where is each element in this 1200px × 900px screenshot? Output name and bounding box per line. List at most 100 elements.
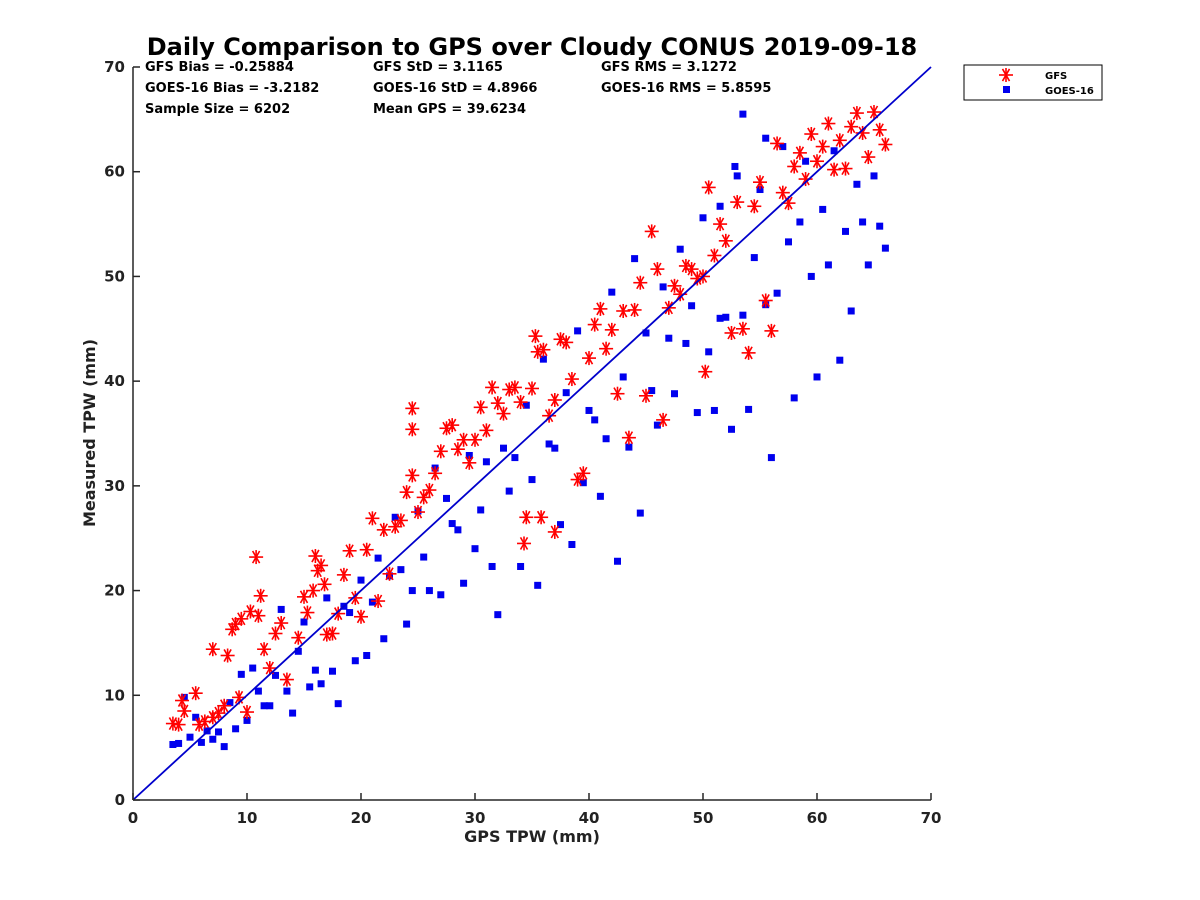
gfs-point <box>758 293 773 308</box>
goes-16-point <box>249 664 257 672</box>
gfs-point <box>667 278 682 293</box>
gfs-point <box>787 159 802 174</box>
goes-16-point <box>551 444 559 452</box>
goes-16-point <box>266 702 274 710</box>
goes-16-point <box>237 670 245 678</box>
goes-16-point <box>488 562 496 570</box>
gfs-point <box>433 444 448 459</box>
goes-16-point <box>733 172 741 180</box>
x-axis-label: GPS TPW (mm) <box>464 827 600 846</box>
goes-16-point <box>300 618 308 626</box>
goes-16-point <box>539 355 547 363</box>
goes-16-point <box>802 157 810 165</box>
goes-16-point <box>477 506 485 514</box>
gfs-point <box>542 408 557 423</box>
gfs-point <box>599 341 614 356</box>
gfs-point <box>525 381 539 396</box>
gfs-point <box>405 401 420 416</box>
goes-16-point <box>311 666 319 674</box>
goes-16-point <box>842 227 849 235</box>
gfs-point <box>639 388 653 403</box>
goes-16-point <box>819 205 827 213</box>
stat-goes-bias: GOES-16 Bias = -3.2182 <box>145 81 319 96</box>
gfs-point <box>878 137 893 152</box>
gfs-point <box>821 116 836 131</box>
gfs-point <box>707 248 722 263</box>
y-tick-label: 70 <box>104 58 125 76</box>
goes-16-point <box>260 702 268 710</box>
gfs-point <box>251 608 266 623</box>
goes-16-point <box>437 591 445 599</box>
gfs-point <box>428 466 443 481</box>
gfs-point <box>279 672 294 687</box>
gfs-point <box>317 577 332 592</box>
goes-16-point <box>169 741 177 749</box>
goes-16-point <box>465 451 473 459</box>
gfs-point <box>644 224 659 239</box>
gfs-point <box>547 524 562 539</box>
gfs-point <box>849 106 864 121</box>
gfs-point <box>371 594 386 609</box>
gfs-point <box>314 558 329 573</box>
goes-16-point <box>494 611 502 619</box>
gfs-point <box>348 590 363 605</box>
goes-16-point <box>243 716 251 724</box>
stat-sample-size: Sample Size = 6202 <box>145 102 290 117</box>
gfs-point <box>650 262 665 277</box>
gfs-point <box>844 119 859 134</box>
gfs-point <box>422 483 437 498</box>
goes-16-point <box>847 307 855 315</box>
gfs-point <box>867 105 881 120</box>
stat-goes-rms: GOES-16 RMS = 5.8595 <box>601 81 771 96</box>
goes-16-point <box>403 620 411 628</box>
stat-goes-std: GOES-16 StD = 4.8966 <box>373 81 537 96</box>
gfs-point <box>559 335 574 350</box>
goes-16-point <box>545 440 553 448</box>
gfs-point <box>306 583 321 598</box>
gfs-point <box>388 519 403 534</box>
one-to-one-reference-line <box>132 66 932 801</box>
gfs-point <box>297 589 311 604</box>
gfs-point <box>684 262 699 277</box>
gfs-point <box>336 567 351 582</box>
goes-16-point <box>215 728 222 736</box>
gfs-point <box>582 351 596 366</box>
gfs-point <box>274 616 289 631</box>
goes-16-point <box>608 288 616 296</box>
goes-16-point <box>226 699 234 707</box>
gfs-point <box>534 510 549 525</box>
gfs-point <box>576 466 591 481</box>
gfs-point <box>496 406 511 421</box>
goes-16-point <box>585 406 593 414</box>
goes-16-point <box>739 311 747 319</box>
goes-16-point <box>710 406 718 414</box>
gfs-point <box>490 396 505 411</box>
gfs-point <box>507 380 522 395</box>
goes-16-point <box>482 458 490 466</box>
goes-16-point <box>796 218 804 226</box>
goes-16-series <box>169 110 889 751</box>
gfs-point <box>365 511 380 526</box>
gfs-point <box>393 513 408 528</box>
gfs-point <box>217 698 232 713</box>
y-tick-label: 60 <box>104 163 125 181</box>
gfs-point <box>741 345 756 360</box>
gfs-point <box>861 150 876 165</box>
x-tick-label: 50 <box>693 809 714 827</box>
goes-16-point <box>642 329 650 337</box>
goes-16-point <box>192 713 200 721</box>
x-tick-label: 70 <box>921 809 942 827</box>
goes-16-point <box>454 526 462 534</box>
gfs-point <box>211 706 226 721</box>
x-tick-label: 10 <box>237 809 258 827</box>
gfs-point <box>701 180 716 195</box>
goes-16-point <box>448 520 456 528</box>
gfs-point <box>656 412 671 427</box>
goes-16-point <box>665 334 673 342</box>
legend-gfs-asterisk-icon <box>999 68 1013 82</box>
goes-16-point <box>471 545 479 553</box>
gfs-point <box>616 303 631 318</box>
goes-16-point <box>859 218 867 226</box>
gfs-point <box>177 703 192 718</box>
